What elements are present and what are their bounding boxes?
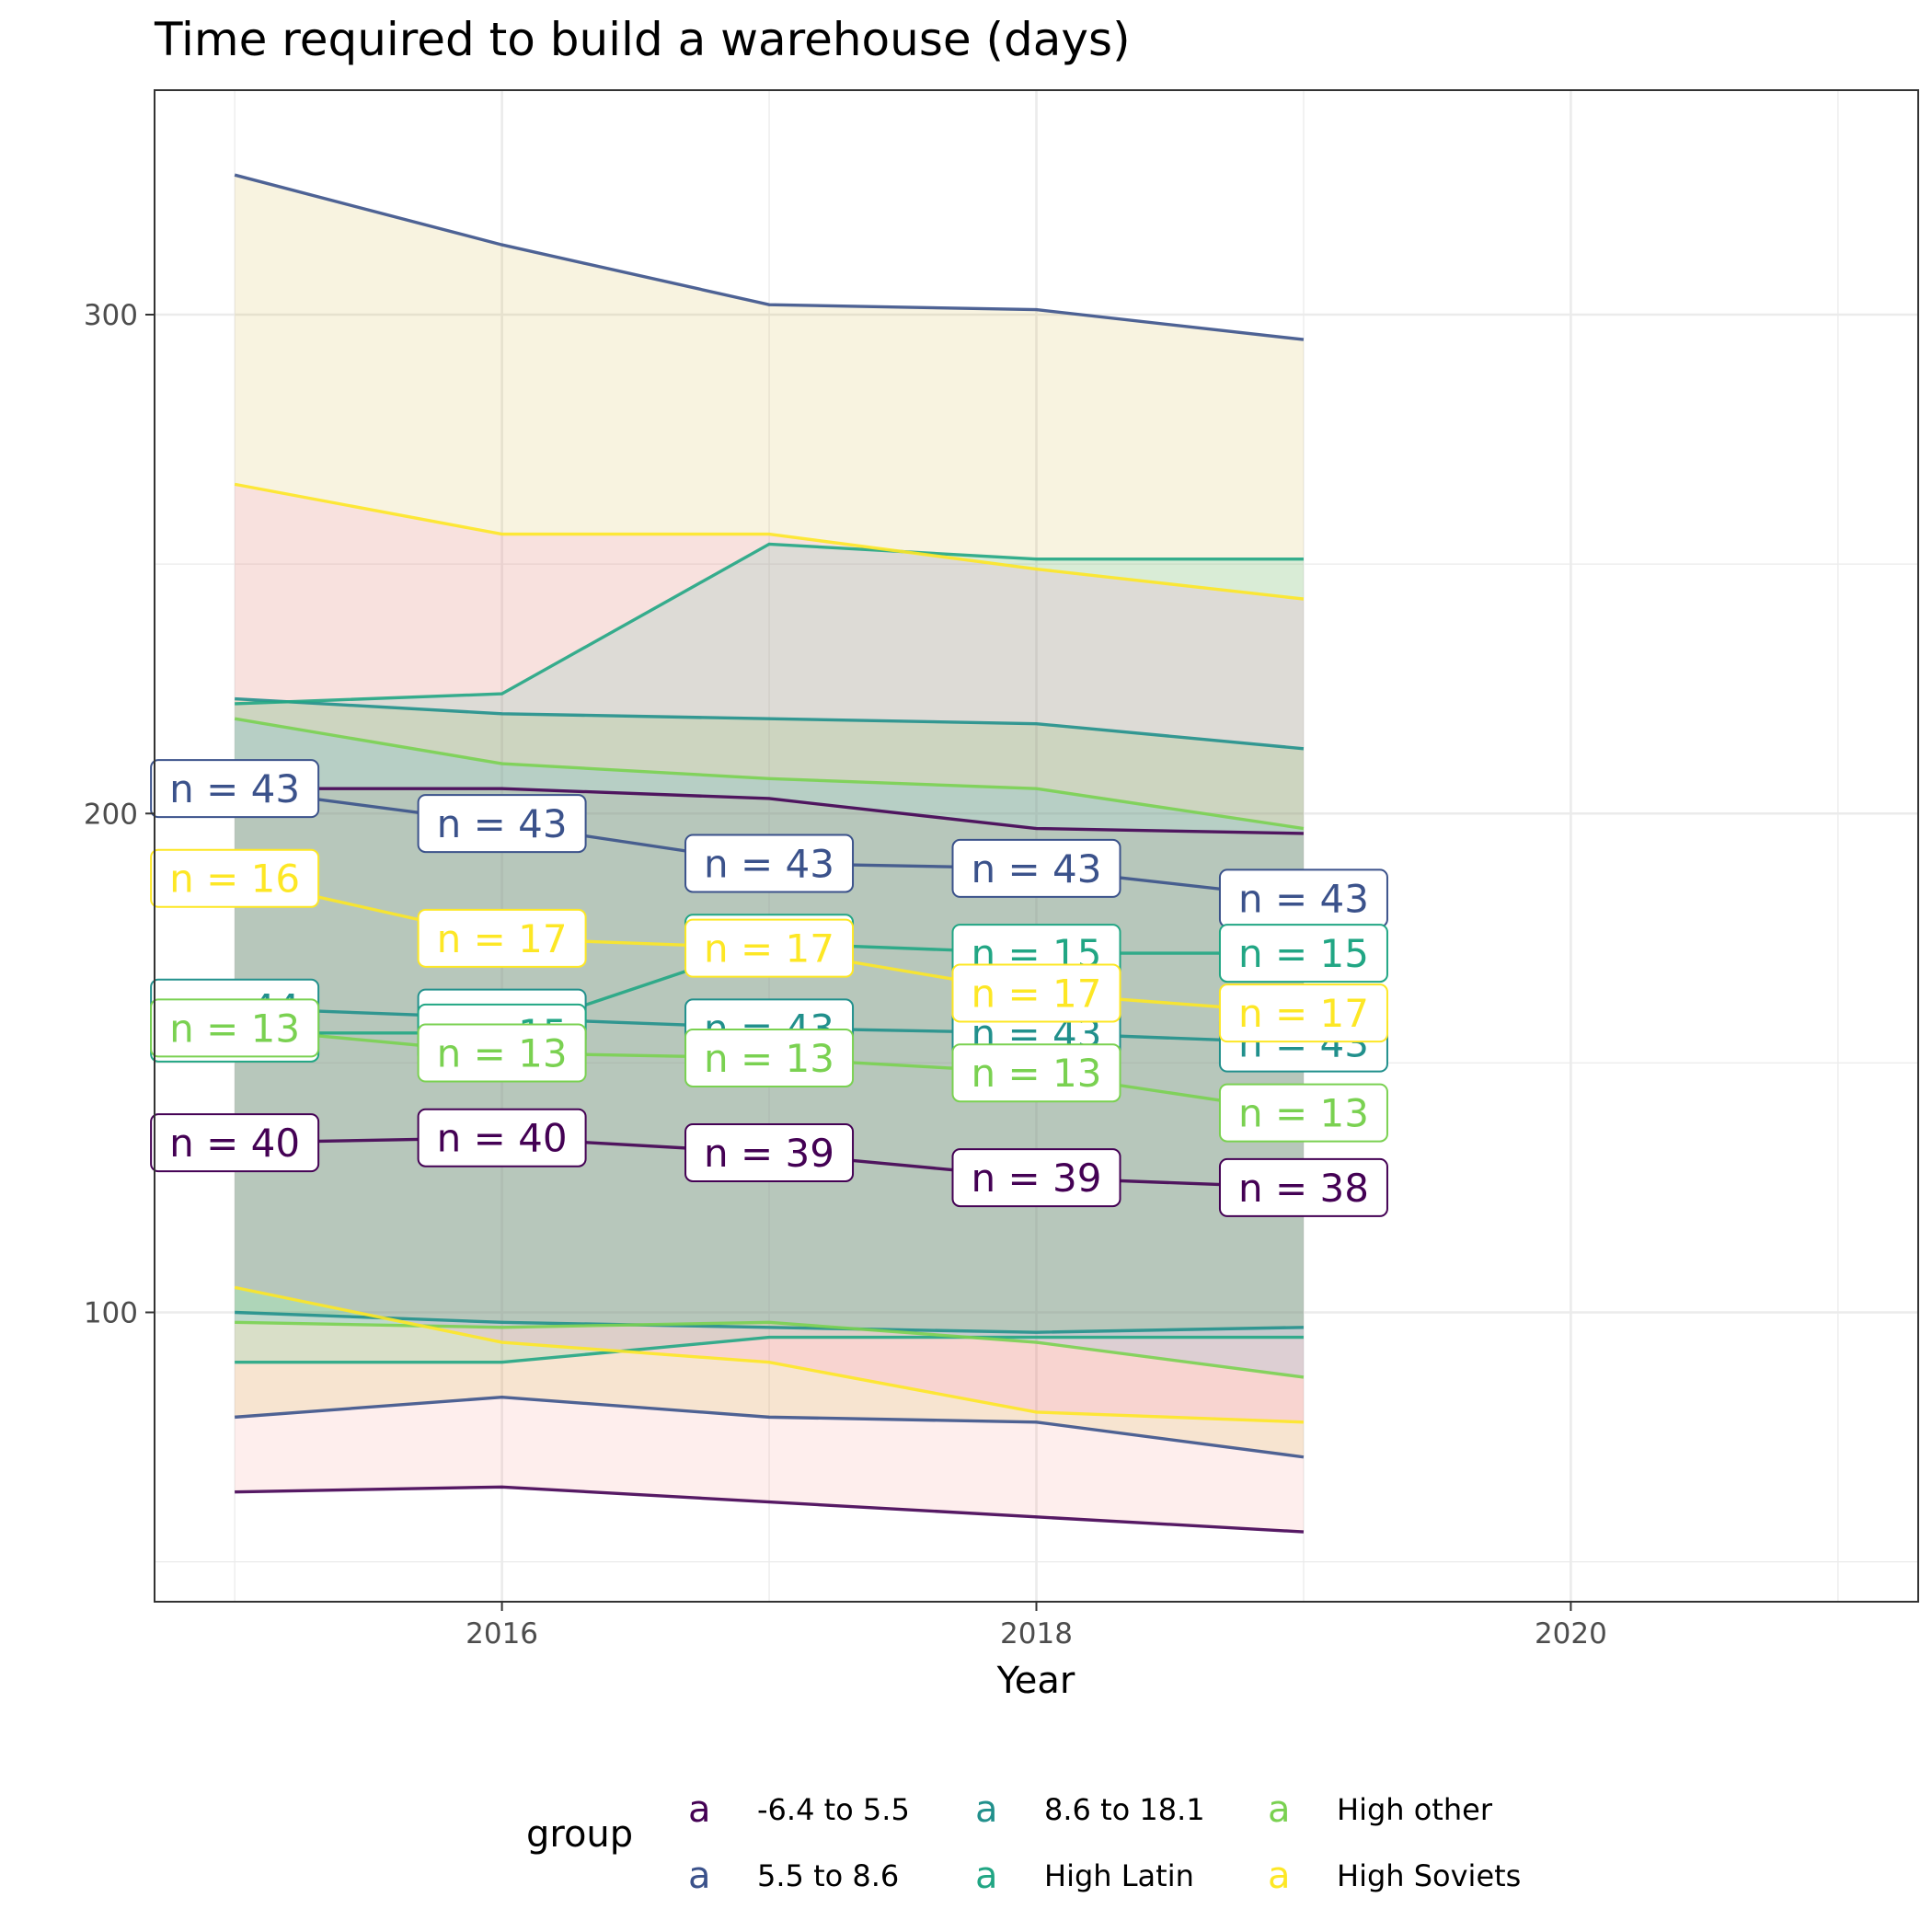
n-label-box bbox=[417, 1108, 587, 1167]
n-label-box bbox=[684, 1122, 855, 1182]
n-label: n = 13 bbox=[169, 1006, 300, 1051]
n-label-box bbox=[1218, 983, 1388, 1043]
n-label-box bbox=[951, 1043, 1121, 1103]
n-label: n = 43 bbox=[437, 801, 568, 846]
legend-label: High Latin bbox=[1044, 1858, 1194, 1893]
n-label: n = 17 bbox=[437, 916, 568, 961]
series-line-upper bbox=[234, 482, 1305, 601]
n-label-box bbox=[684, 1028, 855, 1087]
n-label: n = 15 bbox=[1238, 931, 1369, 976]
n-label: n = 16 bbox=[169, 857, 300, 902]
n-label-box bbox=[150, 1113, 320, 1173]
n-label: n = 43 bbox=[972, 846, 1102, 891]
n-label-box bbox=[951, 963, 1121, 1023]
n-label-box bbox=[1218, 1083, 1388, 1143]
n-label: n = 13 bbox=[704, 1036, 834, 1081]
n-label: n = 13 bbox=[1238, 1091, 1369, 1136]
grid-major bbox=[155, 90, 1918, 1602]
legend-title: group bbox=[526, 1813, 633, 1856]
x-tick-label: 2020 bbox=[1535, 1617, 1607, 1650]
series-lines bbox=[234, 173, 1305, 1534]
series-line-lower bbox=[235, 1395, 1305, 1459]
series-line-upper bbox=[235, 542, 1304, 706]
legend-key-glyph: a bbox=[975, 1855, 998, 1897]
n-label-box bbox=[150, 998, 320, 1058]
n-label: n = 13 bbox=[437, 1031, 568, 1076]
n-label: n = 43 bbox=[704, 841, 834, 886]
n-label-box bbox=[684, 918, 855, 978]
x-tick-label: 2018 bbox=[1000, 1617, 1073, 1650]
series-line-lower bbox=[234, 1285, 1305, 1424]
x-tick-label: 2016 bbox=[466, 1617, 538, 1650]
n-label-box bbox=[1218, 924, 1388, 983]
legend-label: High other bbox=[1337, 1792, 1493, 1827]
series-line-upper bbox=[235, 787, 1304, 835]
n-label: n = 17 bbox=[1238, 991, 1369, 1036]
legend-label: -6.4 to 5.5 bbox=[757, 1792, 910, 1827]
n-label: n = 39 bbox=[704, 1131, 834, 1176]
n-label: n = 43 bbox=[1238, 876, 1369, 921]
n-label-box bbox=[417, 1023, 587, 1083]
legend-key-glyph: a bbox=[1268, 1788, 1291, 1831]
legend-key-glyph: a bbox=[688, 1855, 711, 1897]
n-label: n = 13 bbox=[972, 1051, 1102, 1096]
x-axis-title: Year bbox=[996, 1660, 1075, 1702]
legend-label: 8.6 to 18.1 bbox=[1044, 1792, 1205, 1827]
chart-title: Time required to build a warehouse (days… bbox=[154, 13, 1131, 66]
series-line-upper bbox=[234, 717, 1305, 831]
legend-key-glyph: a bbox=[975, 1788, 998, 1831]
series-line-lower bbox=[235, 1310, 1304, 1334]
n-label: n = 17 bbox=[704, 926, 834, 972]
n-label-box bbox=[417, 794, 587, 854]
y-tick-label: 100 bbox=[84, 1296, 138, 1329]
series-line-upper bbox=[235, 696, 1305, 751]
n-label: n = 17 bbox=[972, 971, 1102, 1016]
n-label-box bbox=[951, 1148, 1121, 1208]
n-labels: n = 40 n = 40 n = 39 n = 39 n = 38 n = 43 n = … bbox=[150, 759, 1388, 1217]
n-label: n = 40 bbox=[437, 1116, 568, 1161]
n-label: n = 39 bbox=[972, 1156, 1102, 1201]
n-label: n = 43 bbox=[169, 766, 300, 811]
y-tick-label: 300 bbox=[84, 299, 138, 332]
n-label-box bbox=[150, 759, 320, 819]
n-label-box bbox=[417, 908, 587, 968]
series-line-lower bbox=[235, 1320, 1305, 1379]
n-label: n = 40 bbox=[169, 1121, 300, 1166]
legend-key-glyph: a bbox=[1268, 1855, 1291, 1897]
axis-ticks: 2016 2018 2020 100 200 300 bbox=[84, 299, 1607, 1650]
series-line-lower bbox=[235, 1335, 1304, 1364]
n-label: n = 38 bbox=[1238, 1166, 1369, 1211]
legend-key-glyph: a bbox=[688, 1788, 711, 1831]
n-label-box bbox=[150, 848, 320, 908]
n-label-box bbox=[684, 834, 855, 893]
series-line-lower bbox=[235, 1485, 1305, 1534]
y-tick-label: 200 bbox=[84, 798, 138, 831]
n-label-box bbox=[951, 838, 1121, 898]
n-label-box bbox=[1218, 1157, 1388, 1217]
legend: group a -6.4 to 5.5 a 5.5 to 8.6 a 8.6 to 18.… bbox=[526, 1788, 1521, 1897]
legend-label: 5.5 to 8.6 bbox=[757, 1858, 899, 1893]
series-line-upper bbox=[234, 173, 1305, 341]
legend-label: High Soviets bbox=[1337, 1858, 1521, 1893]
